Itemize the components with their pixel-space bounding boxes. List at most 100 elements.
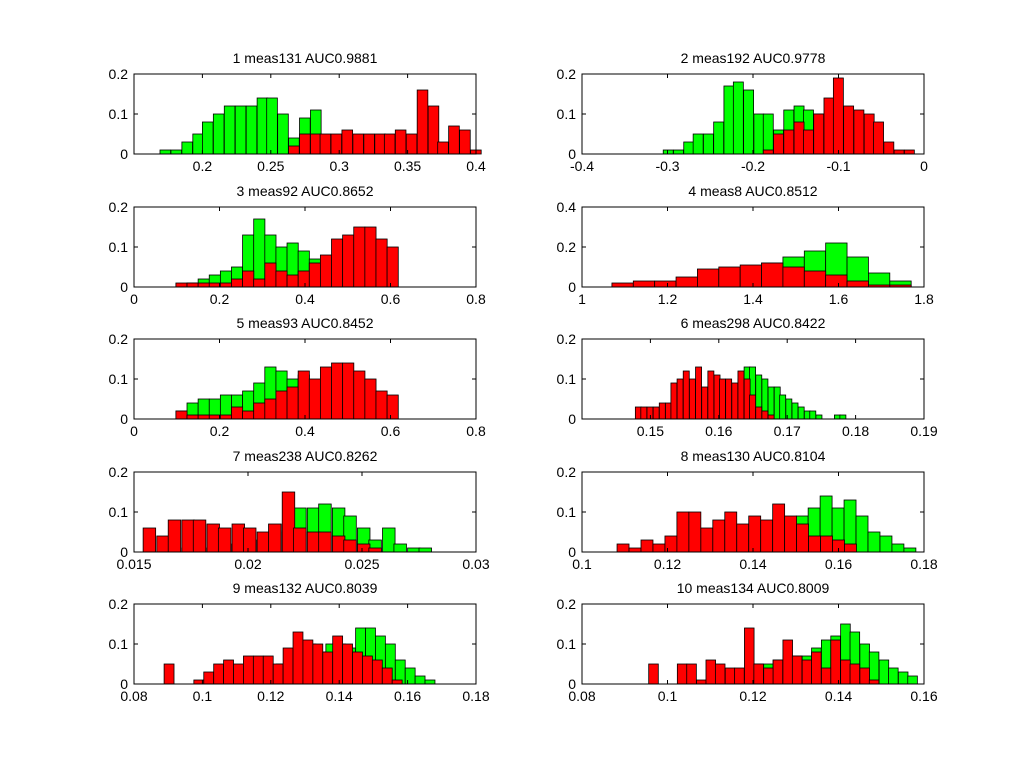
bar-red-2 <box>186 414 199 420</box>
bar-red-13 <box>782 639 793 685</box>
bar-green-19 <box>878 659 890 685</box>
bar-red-7 <box>688 511 702 553</box>
y-tick-label: 0.1 <box>109 504 129 520</box>
bar-red-7 <box>724 667 736 685</box>
bar-red-15 <box>331 238 344 288</box>
bar-red-17 <box>459 129 471 155</box>
bar-red-3 <box>686 663 697 685</box>
x-tick-label: 0.18 <box>910 556 937 572</box>
bar-green-7 <box>723 85 735 155</box>
bar-red-18 <box>737 370 745 420</box>
bar-red-15 <box>719 378 726 420</box>
subplot-title: 1 meas131 AUC0.9881 <box>233 50 378 66</box>
bar-red-8 <box>363 133 375 155</box>
bar-red-1 <box>762 149 774 155</box>
bar-red-4 <box>319 133 332 155</box>
bar-green-10 <box>753 113 765 155</box>
bar-red-10 <box>383 133 396 155</box>
bar-green-18 <box>404 667 416 685</box>
bar-green-19 <box>797 406 805 420</box>
bar-red-6 <box>231 278 244 288</box>
bar-red-12 <box>292 631 304 685</box>
bar-red-4 <box>213 663 225 685</box>
y-tick-label: 0.1 <box>109 371 129 387</box>
bar-red-17 <box>353 226 366 288</box>
bar-red-16 <box>725 378 733 420</box>
y-tick-label: 0.1 <box>557 636 577 652</box>
subplot-4: 1 1.2 1.4 1.6 1.8 0 0.2 0.4 4 meas8 AUC0.8512 <box>557 183 934 307</box>
x-tick-label: 0.08 <box>568 688 595 704</box>
bar-red-1 <box>288 145 300 155</box>
bar-red-18 <box>830 639 841 685</box>
x-tick-label: 0 <box>130 291 138 307</box>
bar-green-9 <box>245 105 258 155</box>
bar-red-20 <box>849 663 861 685</box>
bar-red-13 <box>302 639 314 685</box>
x-tick-label: 0.15 <box>637 423 664 439</box>
bar-red-9 <box>264 262 277 288</box>
bar-red-10 <box>853 109 865 155</box>
bar-red-17 <box>342 643 353 685</box>
subplot-9: 0.08 0.1 0.12 0.14 0.16 0.18 0 0.1 0.2 9 meas132 … <box>109 580 490 704</box>
bar-red-4 <box>208 282 221 288</box>
bar-red-12 <box>846 280 869 288</box>
bar-green-20 <box>888 667 899 685</box>
bar-red-14 <box>319 366 332 420</box>
bar-red-10 <box>753 663 764 685</box>
y-tick-label: 0.2 <box>109 331 129 347</box>
series-red <box>288 89 482 155</box>
bar-red-18 <box>364 226 377 288</box>
bar-green-20 <box>407 547 421 553</box>
bar-red-12 <box>772 659 784 685</box>
bar-green-6 <box>212 113 225 155</box>
bar-red-11 <box>286 274 299 288</box>
bar-red-6 <box>341 129 354 155</box>
bar-red-8 <box>252 655 264 685</box>
bar-red-8 <box>253 402 266 420</box>
y-tick-label: 0 <box>120 544 128 560</box>
bar-red-11 <box>394 129 407 155</box>
bar-red-2 <box>156 535 170 553</box>
x-tick-label: 0.19 <box>910 423 937 439</box>
bar-green-6 <box>713 121 725 155</box>
bar-red-6 <box>676 511 690 553</box>
bar-red-15 <box>437 141 449 155</box>
x-tick-label: 1 <box>578 291 586 307</box>
bar-red-13 <box>707 370 715 420</box>
bar-red-13 <box>308 262 321 288</box>
bar-red-10 <box>275 270 288 288</box>
subplot-title: 2 meas192 AUC0.9778 <box>681 50 826 66</box>
x-tick-label: 0.16 <box>825 556 852 572</box>
x-tick-label: 0.4 <box>295 291 315 307</box>
y-tick-label: 0 <box>568 411 576 427</box>
x-tick-label: 0.35 <box>394 158 421 174</box>
bar-red-8 <box>761 262 784 288</box>
x-tick-label: 0.2 <box>193 158 213 174</box>
bar-red-14 <box>319 254 332 288</box>
bar-red-9 <box>243 527 257 553</box>
bar-red-16 <box>796 523 809 553</box>
bar-red-12 <box>873 121 884 155</box>
bar-red-19 <box>375 238 388 288</box>
x-tick-label: 0.025 <box>344 556 379 572</box>
x-tick-label: 0.4 <box>466 158 486 174</box>
x-tick-label: 0.16 <box>910 688 937 704</box>
bar-red-7 <box>217 527 232 553</box>
x-tick-label: 0.12 <box>654 556 681 572</box>
x-tick-label: 0.14 <box>825 688 852 704</box>
bar-red-14 <box>772 503 786 553</box>
bar-green-9 <box>743 89 754 155</box>
x-tick-label: 1.6 <box>829 291 849 307</box>
bar-green-10 <box>256 97 269 155</box>
bar-red-15 <box>801 659 813 685</box>
y-tick-label: 0.1 <box>109 636 129 652</box>
bar-red-12 <box>297 270 310 288</box>
subplot-2: -0.4 -0.3 -0.2 -0.1 0 0 0.1 0.2 2 meas192 AUC0.9… <box>557 50 929 174</box>
bar-red-15 <box>322 651 334 685</box>
bar-green-18 <box>868 651 880 685</box>
bar-red-8 <box>253 278 266 288</box>
x-tick-label: 0.16 <box>394 688 421 704</box>
bar-red-17 <box>353 370 366 420</box>
y-tick-label: 0.2 <box>109 199 129 215</box>
bar-red-3 <box>197 414 210 420</box>
